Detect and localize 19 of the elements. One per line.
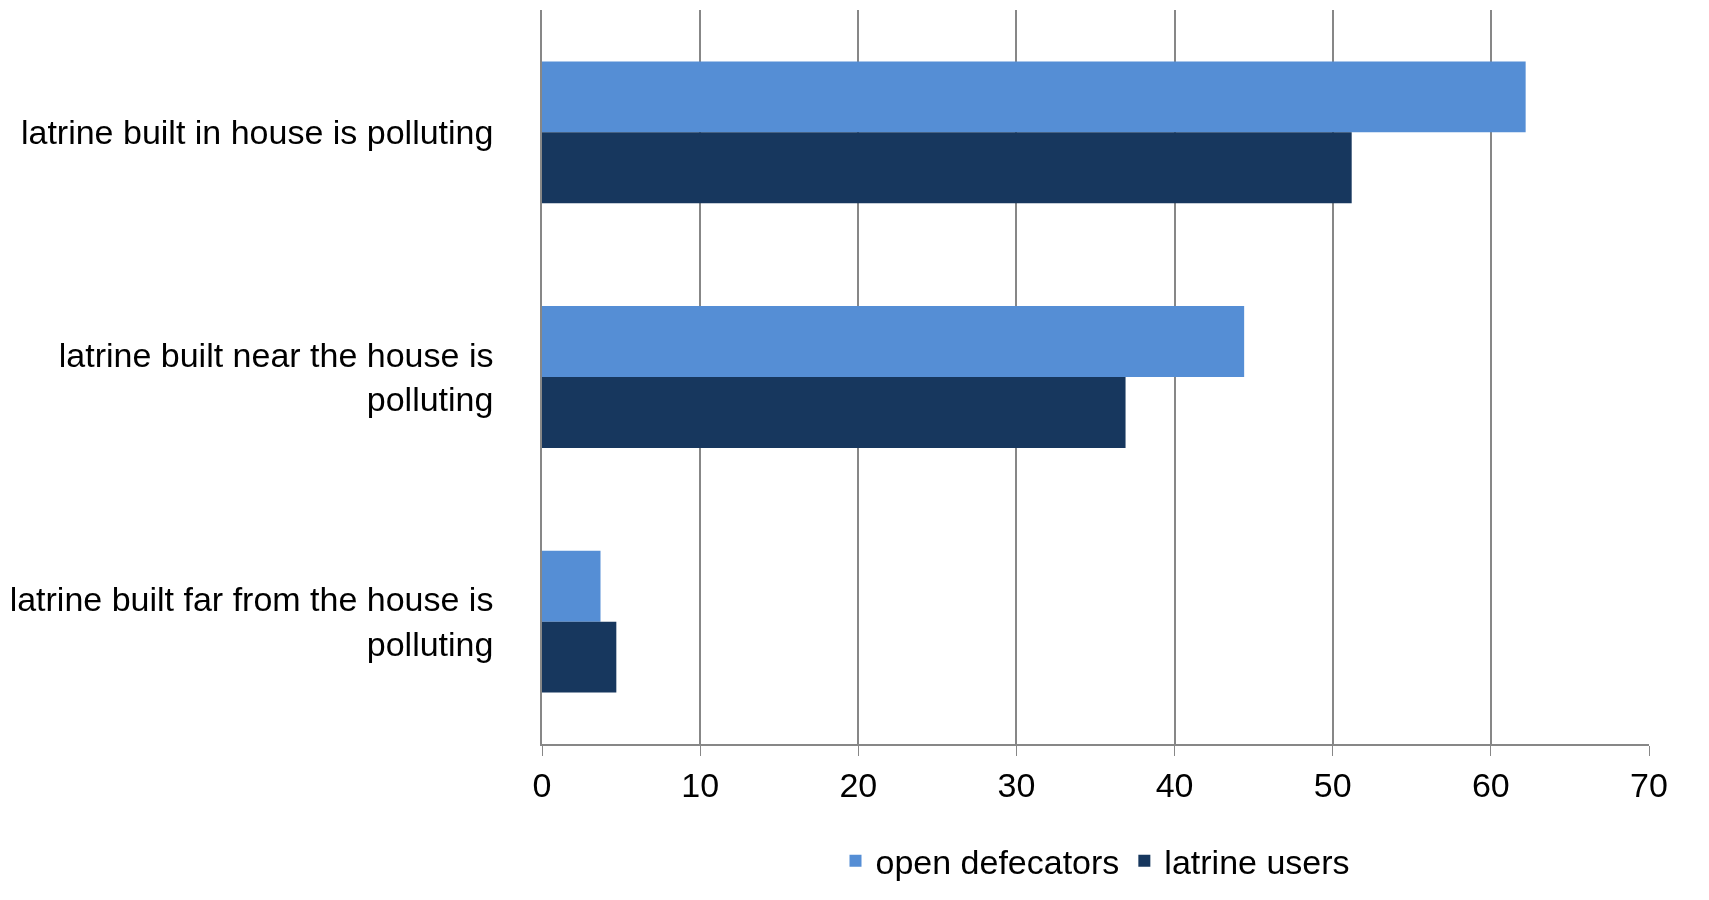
bar	[542, 621, 617, 693]
bar	[542, 132, 1352, 204]
bar	[542, 306, 1245, 377]
legend-label: open defecators	[875, 842, 1120, 881]
bar	[542, 61, 1526, 133]
y-tick-label: latrine built far from the house is polluting	[9, 580, 494, 663]
x-tick-label: 10	[681, 765, 720, 804]
legend-label: latrine users	[1164, 842, 1350, 881]
x-tick-label: 60	[1471, 765, 1510, 804]
x-tick-label: 0	[532, 765, 552, 804]
y-tick-label: latrine built in house is polluting	[20, 113, 494, 152]
y-tick-label: latrine built near the house is polluting	[58, 335, 494, 418]
x-tick-label: 20	[839, 765, 878, 804]
x-tick-label: 40	[1155, 765, 1194, 804]
x-tick-label: 70	[1630, 765, 1668, 804]
x-tick-label: 50	[1313, 765, 1352, 804]
bar	[542, 550, 601, 622]
x-tick-label: 30	[997, 765, 1036, 804]
bar	[542, 377, 1126, 448]
